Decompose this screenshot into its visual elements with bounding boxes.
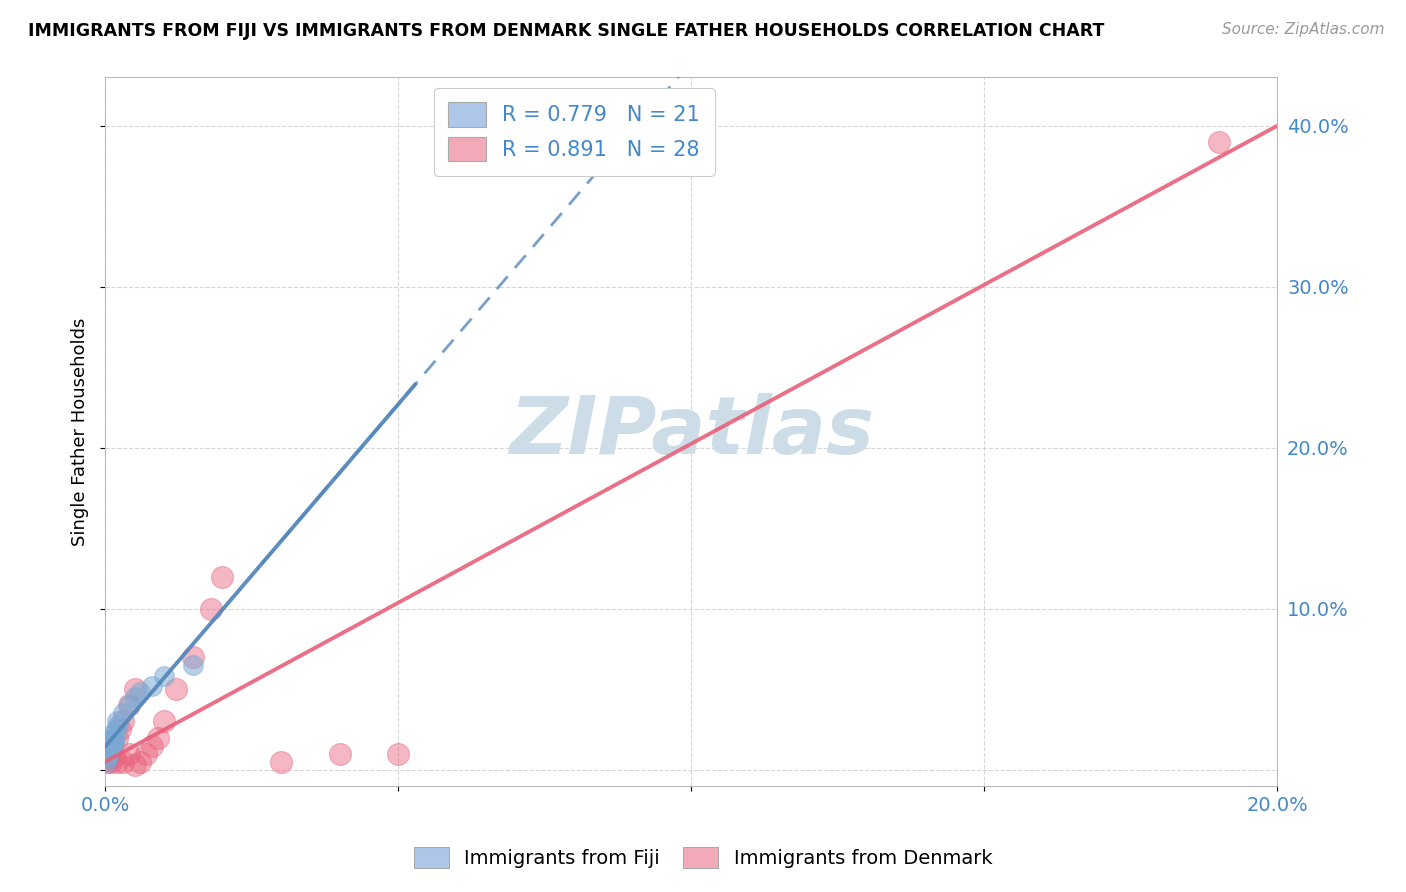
Point [111,706,134,721]
Point [100,733,122,747]
Point [129,685,152,699]
Point [101,727,124,741]
Point [387,747,409,761]
Point [124,758,146,772]
Point [101,731,124,745]
Point [141,739,163,753]
Point [111,755,134,769]
Point [211,569,233,583]
Point [111,714,134,729]
Point [108,723,131,737]
Point [103,739,125,753]
Point [105,731,128,745]
Point [107,717,129,731]
Legend: R = 0.779   N = 21, R = 0.891   N = 28: R = 0.779 N = 21, R = 0.891 N = 28 [433,87,714,176]
Point [141,679,163,693]
Point [153,669,176,683]
Point [146,731,169,745]
Point [97,749,120,764]
Point [181,650,204,665]
Point [118,698,141,713]
Point [101,739,124,753]
Point [96,755,118,769]
Point [118,747,141,761]
Text: ZIPatlas: ZIPatlas [509,392,873,471]
Point [100,755,122,769]
Point [200,601,222,615]
Point [153,714,176,729]
Point [181,658,204,673]
Point [329,747,352,761]
Point [118,698,141,713]
Point [129,755,152,769]
Point [103,733,125,747]
Point [105,755,128,769]
Point [124,682,146,697]
Point [105,714,128,729]
Point [96,755,118,769]
Point [104,731,127,745]
Point [97,747,120,761]
Point [98,747,121,761]
Point [97,743,120,757]
Y-axis label: Single Father Households: Single Father Households [72,318,89,546]
Point [124,690,146,705]
Point [165,682,187,697]
Point [96,749,118,764]
Point [1208,135,1230,149]
Point [103,749,125,764]
Legend: Immigrants from Fiji, Immigrants from Denmark: Immigrants from Fiji, Immigrants from De… [404,838,1002,878]
Text: IMMIGRANTS FROM FIJI VS IMMIGRANTS FROM DENMARK SINGLE FATHER HOUSEHOLDS CORRELA: IMMIGRANTS FROM FIJI VS IMMIGRANTS FROM … [28,22,1105,40]
Point [104,723,127,737]
Point [270,755,292,769]
Point [98,739,121,753]
Text: Source: ZipAtlas.com: Source: ZipAtlas.com [1222,22,1385,37]
Point [135,747,157,761]
